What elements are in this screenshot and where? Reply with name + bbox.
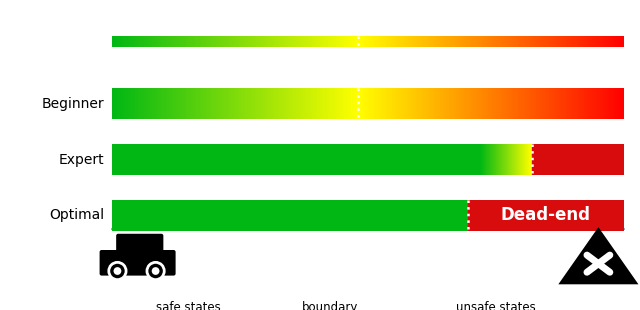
Text: boundary: boundary [301,301,358,310]
Text: Expert: Expert [58,153,104,167]
Text: Beginner: Beginner [42,97,104,111]
Text: Optimal: Optimal [49,208,104,223]
Circle shape [152,267,159,275]
Text: Dead-end: Dead-end [501,206,591,224]
Polygon shape [558,227,639,284]
Circle shape [147,262,164,280]
Circle shape [109,262,126,280]
Text: unsafe states: unsafe states [456,301,536,310]
Circle shape [113,267,122,275]
FancyBboxPatch shape [100,250,175,276]
FancyBboxPatch shape [116,234,163,256]
Text: safe states: safe states [156,301,221,310]
